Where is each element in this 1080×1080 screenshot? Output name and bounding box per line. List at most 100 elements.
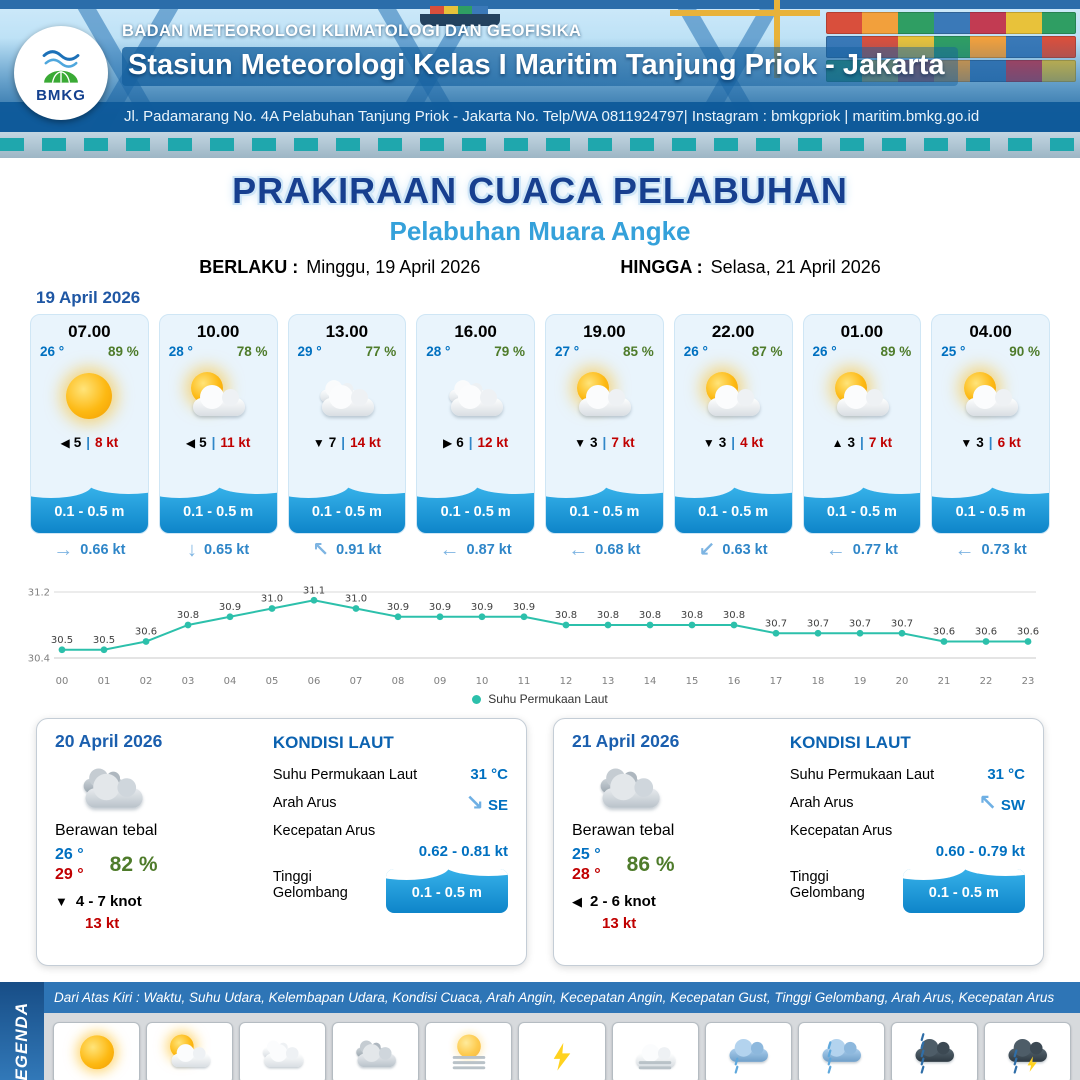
legend-icon-box <box>704 1022 792 1080</box>
weather-icon-box <box>568 359 640 435</box>
wave-height: 0.1 - 0.5 m <box>440 504 511 520</box>
temperature-min: 26 ° <box>55 846 84 863</box>
svg-text:20: 20 <box>896 676 909 687</box>
cerah-berawan-icon <box>826 369 898 425</box>
air-temperature: 25 ° <box>941 344 966 359</box>
wave-height-value: 0.1 - 0.5 m <box>411 885 482 901</box>
sst-chart: 31.230.430.50030.50130.60230.80330.90431… <box>28 585 1039 687</box>
wind-direction-icon: ▼ <box>574 435 587 450</box>
wind-speed: 3 <box>590 435 598 450</box>
cerah-berawan-icon <box>182 369 254 425</box>
forecast-card-body: 04.00 25 ° 90 % ▼ 3 | 6 kt 0.1 - 0.5 m <box>931 314 1050 534</box>
wind-speed: 7 <box>328 435 337 450</box>
current-direction-icon: ↖ <box>978 790 997 815</box>
forecast-card-body: 07.00 26 ° 89 % ◀ 5 | 8 kt 0.1 - 0.5 m <box>30 314 149 534</box>
weather-icon-box <box>955 359 1027 435</box>
wind-row: ▼ 3 | 6 kt <box>960 435 1020 450</box>
temp-humidity-row: 29 ° 77 % <box>289 342 406 359</box>
wind-range: 4 - 7 knot <box>75 893 142 910</box>
weather-icon-box <box>697 359 769 435</box>
temp-humidity-row: 26 ° 87 % <box>675 342 792 359</box>
current-direction-icon: ↘ <box>465 790 484 815</box>
wave-band: 0.1 - 0.5 m <box>546 487 663 533</box>
forecast-card: 22.00 26 ° 87 % ▼ 3 | 4 kt 0.1 - 0.5 m ↙ 0.63 kt <box>673 314 793 566</box>
wind-direction-icon: ▲ <box>831 435 844 450</box>
legend-sidebar: LEGENDA <box>0 982 44 1080</box>
current-direction-icon: → <box>53 539 74 561</box>
wind-gust: 13 kt <box>85 915 120 932</box>
wave-height-label: Tinggi Gelombang <box>272 869 348 901</box>
current-direction-icon: ← <box>568 539 589 561</box>
wind-row: ▼ 7 | 14 kt <box>313 435 381 450</box>
current-speed: 0.65 kt <box>204 542 250 558</box>
forecast-card: 01.00 26 ° 89 % ▲ 3 | 7 kt 0.1 - 0.5 m ← 0.77 kt <box>802 314 922 566</box>
forecast-time: 16.00 <box>454 322 497 341</box>
legend-icon-box <box>425 1022 513 1080</box>
daily-card-left: 21 April 2026 Berawan tebal 25 ° 28 ° 86 % ◀ 2… <box>572 731 776 953</box>
wind-row: ◀ 5 | 8 kt <box>60 435 118 450</box>
sst-label: Suhu Permukaan Laut <box>272 766 418 783</box>
wind-separator: | <box>468 435 473 450</box>
wind-separator: | <box>341 435 346 450</box>
legend-item: Berawan <box>239 1022 327 1080</box>
wind-direction-icon: ▶ <box>442 435 453 450</box>
svg-text:30.6: 30.6 <box>135 627 157 638</box>
wind-separator: | <box>86 435 90 450</box>
temp-humidity-row: 27 ° 85 % <box>546 342 663 359</box>
svg-text:08: 08 <box>392 676 405 687</box>
hujan-ringan-icon <box>722 1032 775 1074</box>
svg-text:15: 15 <box>686 676 699 687</box>
crane-arm <box>670 10 820 16</box>
humidity: 79 % <box>494 344 525 359</box>
current-speed: 0.66 kt <box>80 542 126 558</box>
forecast-time: 19.00 <box>583 322 626 341</box>
hujan-petir-icon <box>1001 1032 1054 1074</box>
wave-height: 0.1 - 0.5 m <box>569 504 640 520</box>
waiting-benches <box>0 132 1080 158</box>
legend-item: Berawan Tebal <box>332 1022 420 1080</box>
legend-icon-box <box>983 1022 1072 1080</box>
weather-icon-box <box>311 359 383 435</box>
daily-date: 20 April 2026 <box>55 731 163 751</box>
legend-item: Hujan Sedang <box>797 1022 885 1080</box>
wind-separator: | <box>988 435 993 450</box>
title-section: PRAKIRAAN CUACA PELABUHAN Pelabuhan Muar… <box>0 158 1080 278</box>
chart-legend-label: Suhu Permukaan Laut <box>488 692 608 706</box>
sea-conditions-title: KONDISI LAUT <box>789 733 911 752</box>
svg-text:30.7: 30.7 <box>849 618 871 629</box>
daily-cards-row: 20 April 2026 Berawan tebal 26 ° 29 ° 82 % ▼ 4… <box>0 706 1080 974</box>
wave-band: 0.1 - 0.5 m <box>31 487 148 533</box>
daily-card-left: 20 April 2026 Berawan tebal 26 ° 29 ° 82 % ▼ 4… <box>55 731 259 953</box>
svg-text:30.8: 30.8 <box>597 610 619 621</box>
forecast-card-body: 16.00 28 ° 79 % ▶ 6 | 12 kt 0.1 - 0.5 m <box>416 314 535 534</box>
current-speed-label: Kecepatan Arus <box>272 823 376 839</box>
cerah-berawan-icon <box>163 1032 216 1073</box>
temp-humidity-row: 26 ° 89 % <box>31 342 148 359</box>
wave-band: 0.1 - 0.5 m <box>803 487 921 533</box>
sst-row: Suhu Permukaan Laut 31 °C <box>790 766 1025 783</box>
humidity: 85 % <box>622 344 654 359</box>
wave-height: 0.1 - 0.5 m <box>54 504 125 520</box>
wind-direction-icon: ▼ <box>55 894 68 909</box>
wave-band: 0.1 - 0.5 m <box>385 869 508 913</box>
svg-text:30.6: 30.6 <box>975 627 997 638</box>
air-temperature: 26 ° <box>683 344 708 359</box>
wave-height-row: Tinggi Gelombang 0.1 - 0.5 m <box>273 869 508 913</box>
wave-height: 0.1 - 0.5 m <box>955 504 1026 520</box>
hujan-sedang-icon <box>815 1032 868 1074</box>
wave-height-row: Tinggi Gelombang 0.1 - 0.5 m <box>790 869 1025 913</box>
station-address: Jl. Padamarang No. 4A Pelabuhan Tanjung … <box>0 102 1080 132</box>
wave-band: 0.1 - 0.5 m <box>902 869 1025 913</box>
svg-text:12: 12 <box>560 676 573 687</box>
wave-height: 0.1 - 0.5 m <box>698 504 769 520</box>
current-direction-value: ↘ SE <box>465 790 508 815</box>
hujan-lebat-icon <box>908 1032 961 1074</box>
humidity: 90 % <box>1009 344 1040 359</box>
svg-text:30.5: 30.5 <box>51 635 73 646</box>
container-row <box>826 12 1076 34</box>
temperature-column: 25 ° 28 ° <box>572 846 601 884</box>
station-name: Stasiun Meteorologi Kelas I Maritim Tanj… <box>122 47 959 86</box>
svg-text:30.7: 30.7 <box>891 618 913 629</box>
svg-text:17: 17 <box>770 676 783 687</box>
